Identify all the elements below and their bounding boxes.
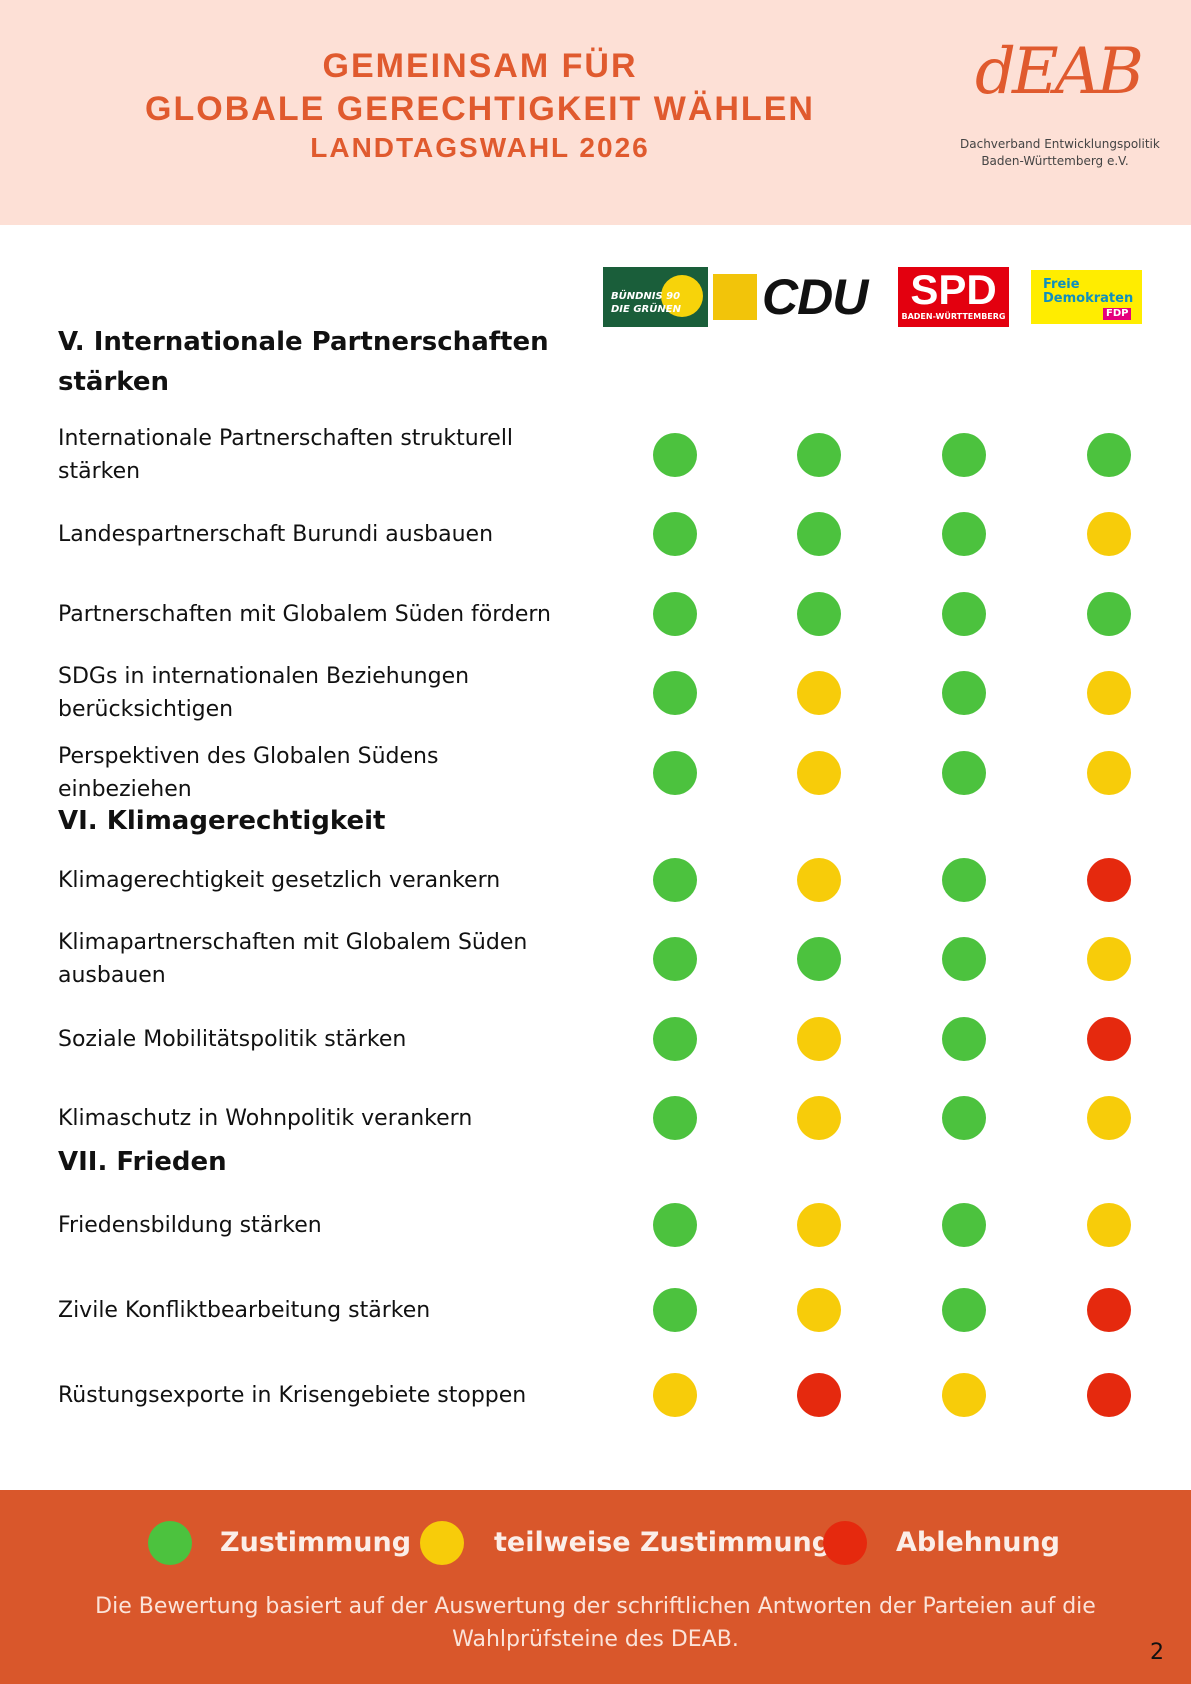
rating-dot — [653, 1288, 697, 1332]
rating-dot — [942, 1096, 986, 1140]
party-logo: CDU — [762, 269, 868, 325]
rating-dot — [1087, 1203, 1131, 1247]
page-number: 2 — [1150, 1640, 1164, 1665]
footer-band — [0, 1490, 1191, 1684]
rating-dot — [797, 671, 841, 715]
item-text: ausbauen — [58, 963, 166, 988]
rating-dot — [942, 1203, 986, 1247]
rating-dot — [942, 433, 986, 477]
item-text: Klimapartnerschaften mit Globalem Süden — [58, 930, 528, 955]
legend-label: Zustimmung — [220, 1527, 412, 1558]
logo-caption: Dachverband Entwicklungspolitik — [960, 137, 1160, 151]
rating-dot — [1087, 592, 1131, 636]
rating-dot — [1087, 1096, 1131, 1140]
rating-dot — [942, 1373, 986, 1417]
rating-dot — [1087, 751, 1131, 795]
party-logo-text: SPD — [910, 266, 997, 313]
rating-dot — [942, 592, 986, 636]
rating-dot — [797, 512, 841, 556]
legend-dot — [823, 1521, 867, 1565]
party-logo-text: BADEN-WÜRTTEMBERG — [901, 312, 1006, 321]
rating-dot — [797, 937, 841, 981]
rating-dot — [797, 592, 841, 636]
rating-dot — [653, 1203, 697, 1247]
rating-dot — [653, 937, 697, 981]
legend-label: Ablehnung — [896, 1527, 1061, 1558]
rating-dot — [942, 1017, 986, 1061]
section-title: VI. Klimagerechtigkeit — [58, 806, 386, 836]
rating-dot — [653, 751, 697, 795]
rating-dot — [797, 1288, 841, 1332]
item-text: Perspektiven des Globalen Südens — [58, 744, 439, 769]
logo-caption: Baden-Württemberg e.V. — [981, 154, 1129, 168]
party-logo: BÜNDNIS 90 DIE GRÜNEN — [603, 267, 708, 327]
rating-dot — [797, 1203, 841, 1247]
rating-dot — [653, 858, 697, 902]
rating-dot — [797, 1373, 841, 1417]
logo-mark: dEAB — [975, 35, 1144, 109]
header-title: GLOBALE GERECHTIGKEIT WÄHLEN — [145, 90, 815, 128]
rating-dot — [1087, 671, 1131, 715]
rating-dot — [653, 1373, 697, 1417]
rating-dot — [797, 1017, 841, 1061]
party-logo-text: FDP — [1103, 308, 1132, 320]
rating-dot — [1087, 858, 1131, 902]
item-text: Soziale Mobilitätspolitik stärken — [58, 1026, 407, 1052]
rating-dot — [942, 937, 986, 981]
item-text: stärken — [58, 459, 141, 484]
party-logo: SPD BADEN-WÜRTTEMBERG — [898, 267, 1009, 327]
rating-dot — [653, 433, 697, 477]
section-title: V. Internationale Partnerschaften — [58, 327, 549, 357]
rating-dot — [942, 751, 986, 795]
rating-dot — [1087, 937, 1131, 981]
rating-dot — [797, 1096, 841, 1140]
legend-dot — [148, 1521, 192, 1565]
rating-dot — [797, 858, 841, 902]
footer-note: Die Bewertung basiert auf der Auswertung… — [95, 1594, 1096, 1619]
rating-dot — [942, 671, 986, 715]
header-title: GEMEINSAM FÜR — [322, 47, 638, 85]
rating-dot — [1087, 433, 1131, 477]
rating-dot — [653, 1096, 697, 1140]
rating-dot — [1087, 1288, 1131, 1332]
footer-note: Wahlprüfsteine des DEAB. — [452, 1627, 739, 1652]
section-title: VII. Frieden — [58, 1147, 227, 1177]
party-logo-text: BÜNDNIS 90 — [611, 291, 681, 302]
party-logo-text: Freie — [1043, 277, 1080, 292]
cdu-emblem — [713, 274, 757, 320]
item-text: einbeziehen — [58, 777, 192, 802]
rating-dot — [942, 512, 986, 556]
sun — [661, 275, 703, 317]
item-text: Klimaschutz in Wohnpolitik verankern — [58, 1105, 473, 1131]
section-title: stärken — [58, 367, 170, 397]
item-text: SDGs in internationalen Beziehungen — [58, 664, 470, 689]
rating-dot — [653, 1017, 697, 1061]
rating-dot — [1087, 1373, 1131, 1417]
rating-dot — [942, 858, 986, 902]
legend-label: teilweise Zustimmung — [494, 1527, 832, 1558]
rating-dot — [653, 592, 697, 636]
party-logo: Freie Demokraten FDP — [1031, 270, 1142, 324]
header-band — [0, 0, 1191, 225]
item-text: Rüstungsexporte in Krisengebiete stoppen — [58, 1382, 527, 1408]
item-text: Partnerschaften mit Globalem Süden förde… — [58, 601, 552, 627]
rating-dot — [942, 1288, 986, 1332]
item-text: Friedensbildung stärken — [58, 1212, 322, 1238]
header-title: LANDTAGSWAHL 2026 — [310, 132, 650, 163]
item-text: Landespartnerschaft Burundi ausbauen — [58, 521, 494, 547]
legend-dot — [420, 1521, 464, 1565]
party-logo-text: Demokraten — [1043, 291, 1134, 306]
rating-dot — [797, 433, 841, 477]
party-logo-text: DIE GRÜNEN — [611, 304, 681, 315]
rating-dot — [1087, 1017, 1131, 1061]
rating-dot — [1087, 512, 1131, 556]
rating-dot — [797, 751, 841, 795]
rating-dot — [653, 671, 697, 715]
item-text: berücksichtigen — [58, 697, 234, 722]
rating-dot — [653, 512, 697, 556]
item-text: Klimagerechtigkeit gesetzlich verankern — [58, 867, 501, 893]
item-text: Internationale Partnerschaften strukture… — [58, 426, 514, 451]
item-text: Zivile Konfliktbearbeitung stärken — [58, 1297, 431, 1323]
